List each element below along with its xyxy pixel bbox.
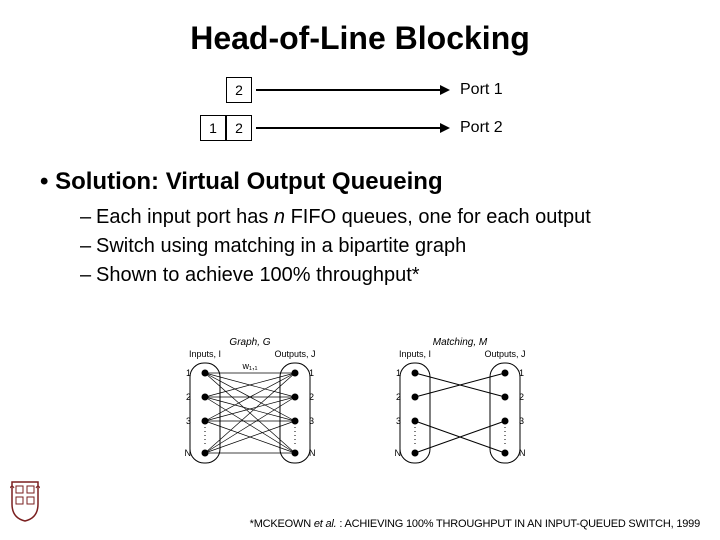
- svg-text:3: 3: [396, 416, 401, 426]
- svg-text:2: 2: [309, 392, 314, 402]
- svg-text:2: 2: [396, 392, 401, 402]
- svg-text:N: N: [395, 448, 402, 458]
- subbullet-item: –Each input port has n FIFO queues, one …: [80, 205, 680, 230]
- bullet-main: • Solution: Virtual Output Queueing: [40, 168, 443, 196]
- arrow-head-icon: [440, 85, 450, 95]
- subbullet-text-post: FIFO queues, one for each output: [285, 206, 591, 228]
- queue-cells: 12: [200, 115, 252, 141]
- citation: *MCKEOWN et al. : ACHIEVING 100% THROUGH…: [250, 518, 700, 530]
- svg-text:1: 1: [309, 368, 314, 378]
- queue-cell: 1: [200, 115, 226, 141]
- subbullet-text-pre: Shown to achieve 100% throughput*: [96, 264, 420, 286]
- svg-text:N: N: [519, 448, 526, 458]
- svg-text:N: N: [309, 448, 316, 458]
- bullet-prefix: •: [40, 168, 55, 195]
- svg-text:3: 3: [309, 416, 314, 426]
- svg-text:1: 1: [186, 368, 191, 378]
- subbullet-text-pre: Switch using matching in a bipartite gra…: [96, 235, 466, 257]
- port-label: Port 2: [460, 119, 503, 137]
- queue-row-2: 12 Port 2: [160, 113, 580, 145]
- arrow-head-icon: [440, 123, 450, 133]
- port-label: Port 1: [460, 81, 503, 99]
- svg-text:Matching, M: Matching, M: [433, 337, 488, 348]
- svg-text:2: 2: [519, 392, 524, 402]
- svg-text:Graph, G: Graph, G: [229, 337, 270, 348]
- cite-author: MCKEOWN: [254, 518, 314, 530]
- subbullet-text-pre: Each input port has: [96, 206, 274, 228]
- svg-text:1: 1: [519, 368, 524, 378]
- svg-text:3: 3: [186, 416, 191, 426]
- subbullet-item: –Switch using matching in a bipartite gr…: [80, 234, 680, 259]
- svg-text:Inputs, I: Inputs, I: [399, 349, 431, 359]
- cite-rest: : ACHIEVING 100% THROUGHPUT IN AN INPUT-…: [336, 518, 700, 530]
- bipartite-diagram: Graph, G Inputs, I Outputs, J 1 2 3 N 1 2 3 Nw₁,₁ M…: [150, 335, 570, 475]
- slide: Head-of-Line Blocking 2Port 112Port 2 • …: [0, 0, 720, 540]
- queue-cell: 2: [226, 77, 252, 103]
- dash-icon: –: [80, 234, 91, 259]
- arrow-line: [256, 127, 440, 129]
- svg-text:Outputs, J: Outputs, J: [274, 349, 315, 359]
- bullet-text: Solution: Virtual Output Queueing: [55, 168, 443, 195]
- queue-cells: 2: [226, 77, 252, 103]
- queue-row-1: 2 Port 1: [160, 75, 580, 107]
- subbullet-text-em: n: [274, 206, 285, 228]
- cite-etal: et al.: [314, 518, 337, 530]
- slide-title: Head-of-Line Blocking: [0, 20, 720, 57]
- dash-icon: –: [80, 205, 91, 230]
- bipartite-panel-1: Graph, G Inputs, I Outputs, J 1 2 3 N 1 2 3 Nw₁,₁: [150, 335, 350, 465]
- svg-text:3: 3: [519, 416, 524, 426]
- subbullets: –Each input port has n FIFO queues, one …: [80, 205, 680, 292]
- bipartite-panel-2: Matching, MInputs, I Outputs, J 1 2 3 N 1 2 3 N: [360, 335, 560, 465]
- arrow-line: [256, 89, 440, 91]
- svg-text:N: N: [185, 448, 192, 458]
- dash-icon: –: [80, 263, 91, 288]
- queue-diagram: 2 Port 1 12 Port 2: [160, 75, 580, 155]
- svg-text:Outputs, J: Outputs, J: [484, 349, 525, 359]
- logo-shield-icon: [10, 480, 40, 522]
- queue-cell: 2: [226, 115, 252, 141]
- svg-text:1: 1: [396, 368, 401, 378]
- svg-text:2: 2: [186, 392, 191, 402]
- subbullet-item: –Shown to achieve 100% throughput*: [80, 263, 680, 288]
- svg-text:Inputs, I: Inputs, I: [189, 349, 221, 359]
- svg-text:w₁,₁: w₁,₁: [241, 361, 257, 371]
